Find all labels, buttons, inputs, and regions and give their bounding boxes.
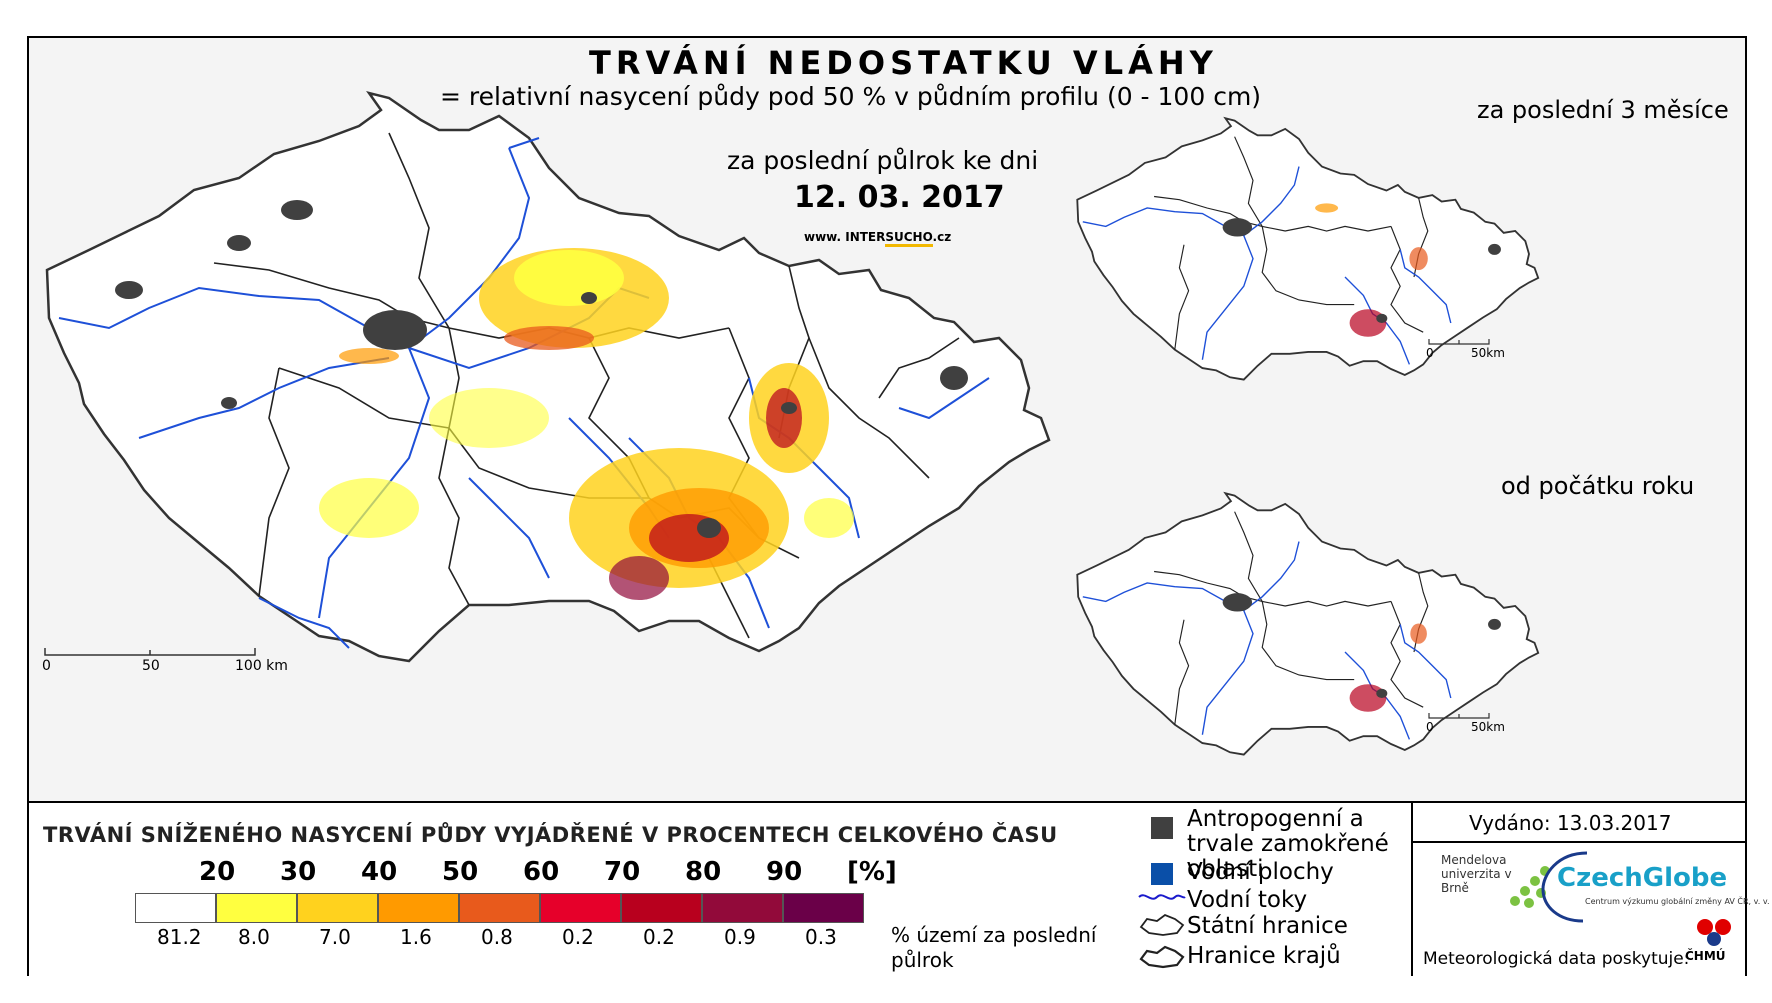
legend-urban-label: Antropogenní a trvale zamokřené oblasti (1187, 806, 1389, 882)
legend-share-value: 0.2 (643, 925, 675, 949)
region-border-outline-icon (1139, 945, 1185, 969)
report-date: 12. 03. 2017 (794, 180, 1005, 215)
legend-share-value: 0.8 (481, 925, 513, 949)
inset2-scale-bar (1428, 713, 1490, 719)
inset2-title: od počátku roku (1501, 472, 1695, 500)
legend-share-value: 0.2 (562, 925, 594, 949)
main-scale-bar (44, 648, 256, 656)
issued-date: Vydáno: 13.03.2017 (1469, 811, 1672, 835)
legend-swatch (378, 893, 459, 923)
main-scale-label-50: 50 (142, 658, 160, 674)
legend-threshold-label: 70 (604, 857, 641, 887)
legend-swatch (297, 893, 378, 923)
legend-threshold-label: 90 (766, 857, 803, 887)
map-frame: TRVÁNÍ NEDOSTATKU VLÁHY = relativní nasy… (27, 36, 1772, 976)
inset1-scale-bar (1428, 339, 1490, 345)
map-area: TRVÁNÍ NEDOSTATKU VLÁHY = relativní nasy… (29, 38, 1745, 801)
mendel-logo-text: Mendelova univerzita v Brně (1441, 853, 1512, 895)
legend-line-icons (1138, 894, 1186, 969)
legend-threshold-label: [%] (847, 857, 897, 887)
legend-panel: TRVÁNÍ SNÍŽENÉHO NASYCENÍ PŮDY VYJÁDŘENÉ… (29, 801, 1772, 976)
legend-share-value: 1.6 (400, 925, 432, 949)
legend-threshold-label: 60 (523, 857, 560, 887)
legend-threshold-label: 80 (685, 857, 722, 887)
meteo-credit: Meteorologická data poskytuje: (1423, 949, 1690, 969)
map-title: TRVÁNÍ NEDOSTATKU VLÁHY (589, 44, 1218, 82)
legend-share-value: 0.3 (805, 925, 837, 949)
website-suffix: .cz (932, 230, 952, 244)
main-scale-label-0: 0 (42, 658, 51, 674)
main-scale-label-100: 100 km (235, 658, 288, 674)
inset1-title: za poslední 3 měsíce (1477, 96, 1729, 124)
legend-swatch (135, 893, 216, 923)
chmu-logo-icon (1697, 919, 1731, 946)
legend-swatch (702, 893, 783, 923)
water-area-square-icon (1151, 863, 1173, 885)
website-prefix: www. INTER (804, 230, 886, 244)
legend-swatch (540, 893, 621, 923)
legend-share-value: 7.0 (319, 925, 351, 949)
legend-share-note: % území za poslední půlrok (891, 923, 1097, 972)
legend-water-label: Vodní plochy (1187, 859, 1334, 885)
urban-area-square-icon (1151, 817, 1173, 839)
footer-divider (1411, 803, 1413, 976)
inset1-scale-label-50: 50km (1471, 346, 1505, 360)
mendel-logo-icon (1510, 866, 1550, 908)
legend-title: TRVÁNÍ SNÍŽENÉHO NASYCENÍ PŮDY VYJÁDŘENÉ… (43, 823, 1058, 847)
legend-threshold-label: 30 (280, 857, 317, 887)
river-line-icon (1138, 894, 1186, 900)
drought-patches (319, 248, 854, 600)
legend-rivers-label: Vodní toky (1187, 887, 1308, 913)
legend-swatch (621, 893, 702, 923)
map-graphics (44, 90, 1540, 756)
main-country-outline (45, 90, 1051, 663)
inset2-scale-label-50: 50km (1471, 720, 1505, 734)
period-label: za poslední půlrok ke dni (727, 146, 1039, 175)
footer-divider-h (1411, 841, 1745, 843)
czechglobe-logo-arc (1541, 851, 1588, 923)
legend-region-border-label: Hranice krajů (1187, 943, 1341, 969)
legend-state-border-label: Státní hranice (1187, 913, 1348, 939)
legend-share-value: 0.9 (724, 925, 756, 949)
main-urban-areas (115, 200, 968, 538)
inset-map-since-year-start (1076, 491, 1540, 756)
inset1-scale-label-0: 0 (1426, 346, 1434, 360)
state-border-outline-icon (1139, 913, 1185, 936)
legend-share-value: 8.0 (238, 925, 270, 949)
legend-threshold-label: 50 (442, 857, 479, 887)
legend-swatch (459, 893, 540, 923)
chmu-logo-text: ČHMÚ (1685, 949, 1726, 963)
legend-swatch (783, 893, 864, 923)
legend-swatch (216, 893, 297, 923)
czechglobe-subtext: Centrum výzkumu globální změny AV ČR, v.… (1585, 897, 1772, 906)
inset2-scale-label-0: 0 (1426, 720, 1434, 734)
map-subtitle: = relativní nasycení půdy pod 50 % v půd… (440, 82, 1262, 111)
legend-threshold-label: 40 (361, 857, 398, 887)
legend-share-value: 81.2 (157, 925, 202, 949)
legend-threshold-label: 20 (199, 857, 236, 887)
website-link[interactable]: www. INTERSUCHO.cz (804, 230, 952, 247)
czechglobe-logo-text: CzechGlobe (1557, 863, 1728, 893)
website-highlight: SUCHO (885, 230, 933, 247)
inset-map-3-months (1076, 116, 1540, 381)
